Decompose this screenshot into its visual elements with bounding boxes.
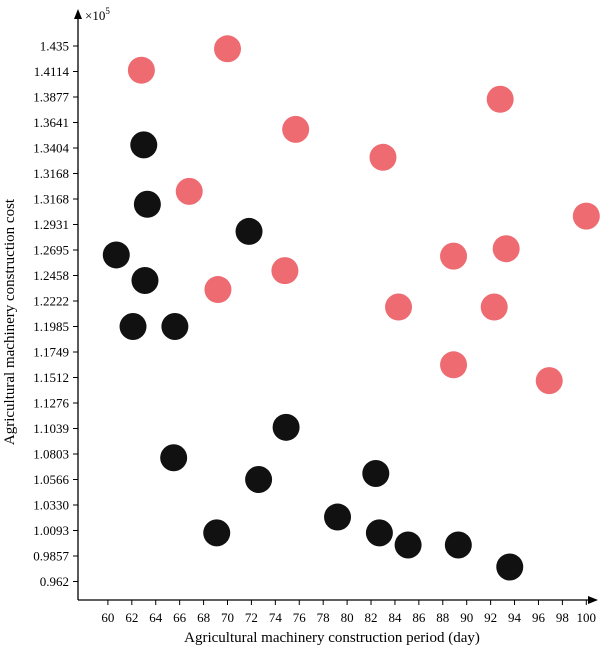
x-tick-label: 74 [269,610,283,625]
y-tick-label: 1.0803 [33,447,69,462]
data-point-red [214,35,241,63]
x-tick-label: 90 [460,610,473,625]
y-tick-label: 1.1039 [33,421,69,436]
y-tick-label: 1.1749 [33,345,69,360]
data-point-black [130,131,158,159]
data-point-red [535,367,563,395]
data-point-black [324,503,352,531]
y-tick-label: 1.1512 [33,370,69,385]
data-point-red [492,235,520,263]
x-tick-label: 68 [197,610,210,625]
data-point-black [160,444,188,472]
x-tick-label: 64 [149,610,163,625]
y-tick-label: 1.0093 [33,523,69,538]
y-axis-arrow [74,9,82,19]
data-point-black [444,531,472,559]
data-point-red [480,293,508,321]
y-tick-label: 1.2222 [33,294,69,309]
y-tick-label: 1.435 [40,39,69,54]
data-point-black [235,217,263,245]
data-point-black [119,313,147,340]
y-tick-label: 1.2458 [33,268,69,283]
y-tick-label: 1.3168 [33,192,69,207]
data-point-red [369,143,397,171]
data-point-red [127,56,155,84]
data-point-black [496,553,524,581]
x-tick-label: 62 [125,610,138,625]
x-tick-label: 72 [245,610,258,625]
x-tick-label: 100 [577,610,597,625]
x-tick-label: 66 [173,610,187,625]
data-point-red [440,242,468,270]
y-tick-label: 1.2695 [33,243,69,258]
x-tick-label: 76 [293,610,307,625]
x-tick-label: 70 [221,610,234,625]
data-point-black [203,519,231,547]
data-points [102,35,600,581]
data-point-black [394,531,422,559]
data-point-red [271,257,299,285]
x-tick-label: 98 [556,610,569,625]
data-point-red [486,85,514,113]
y-tick-label: 1.0566 [33,472,69,487]
y-tick-label: 1.3168 [33,166,69,181]
y-tick-label: 1.3877 [33,90,69,105]
data-point-red [440,351,468,379]
axes [74,9,598,604]
data-point-red [175,177,203,205]
x-ticks: 60 62 64 66 68 70 72 74 76 78 80 82 84 86 88 90 92 94 96 98… [101,600,596,625]
x-axis-title: Agricultural machinery construction peri… [184,630,480,646]
data-point-black [272,413,300,441]
y-multiplier: ×105 [85,6,110,23]
y-tick-label: 1.2931 [33,217,69,232]
x-tick-label: 94 [508,610,522,625]
data-point-black [365,519,393,547]
x-tick-label: 88 [436,610,449,625]
x-tick-label: 92 [484,610,497,625]
y-tick-label: 0.9857 [33,549,69,564]
y-tick-label: 1.3404 [33,141,69,156]
y-axis-title: Agricultural machinery construction cost [2,198,18,445]
data-point-black [102,241,130,269]
y-tick-label: 1.1985 [33,319,69,334]
y-tick-label: 1.1276 [33,396,69,411]
data-point-black [245,466,273,493]
data-point-red [282,115,310,143]
data-point-black [362,459,390,487]
y-tick-label: 1.3641 [33,115,69,130]
data-point-red [385,293,413,321]
x-tick-label: 86 [412,610,426,625]
x-tick-label: 80 [341,610,354,625]
x-tick-label: 82 [365,610,378,625]
x-tick-label: 78 [317,610,330,625]
y-ticks: 1.435 1.4114 1.3877 1.3641 1.3404 1.3168 1.316… [33,39,78,589]
x-axis-arrow [588,596,598,604]
y-tick-label: 1.0330 [33,498,69,513]
y-tick-label: 1.4114 [34,64,70,79]
x-tick-label: 84 [388,610,402,625]
data-point-red [204,276,232,304]
data-point-red [572,202,600,230]
data-point-black [161,313,189,340]
x-tick-label: 60 [101,610,114,625]
data-point-black [131,266,159,294]
y-tick-label: 0.962 [40,574,69,589]
x-tick-label: 96 [532,610,546,625]
data-point-black [133,190,161,218]
